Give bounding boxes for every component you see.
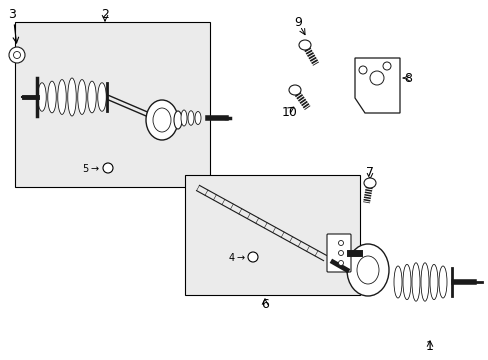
Circle shape — [338, 261, 343, 266]
Text: 9: 9 — [293, 15, 301, 28]
Ellipse shape — [153, 108, 171, 132]
Circle shape — [338, 240, 343, 246]
Ellipse shape — [429, 264, 437, 300]
Ellipse shape — [402, 264, 410, 300]
FancyBboxPatch shape — [326, 234, 350, 272]
Text: 5$\rightarrow$: 5$\rightarrow$ — [82, 162, 100, 174]
Text: 1: 1 — [425, 341, 433, 354]
Circle shape — [14, 51, 20, 58]
Bar — [15, 22, 209, 187]
Circle shape — [358, 66, 366, 74]
Ellipse shape — [48, 81, 56, 113]
Circle shape — [369, 71, 383, 85]
Circle shape — [103, 163, 113, 173]
Ellipse shape — [420, 263, 428, 301]
Bar — [184, 175, 359, 295]
Ellipse shape — [187, 111, 194, 125]
Ellipse shape — [356, 256, 378, 284]
Circle shape — [9, 47, 25, 63]
Ellipse shape — [363, 178, 375, 188]
Ellipse shape — [98, 83, 106, 111]
Ellipse shape — [87, 81, 96, 113]
Text: 3: 3 — [8, 9, 16, 22]
Ellipse shape — [68, 78, 76, 116]
Text: 2: 2 — [101, 9, 109, 22]
Ellipse shape — [58, 80, 66, 114]
Circle shape — [338, 251, 343, 256]
Ellipse shape — [146, 100, 178, 140]
Ellipse shape — [288, 85, 301, 95]
Ellipse shape — [181, 110, 186, 126]
Circle shape — [247, 252, 258, 262]
Ellipse shape — [346, 244, 388, 296]
Ellipse shape — [298, 40, 310, 50]
Ellipse shape — [393, 266, 401, 298]
Circle shape — [382, 62, 390, 70]
Ellipse shape — [411, 263, 419, 301]
Text: 10: 10 — [282, 105, 297, 118]
Text: 6: 6 — [261, 298, 268, 311]
Ellipse shape — [174, 111, 182, 129]
Ellipse shape — [78, 80, 86, 114]
Ellipse shape — [195, 112, 201, 125]
Text: 7: 7 — [365, 166, 373, 179]
Ellipse shape — [38, 83, 46, 111]
Text: 4$\rightarrow$: 4$\rightarrow$ — [227, 251, 245, 263]
Text: 8: 8 — [403, 72, 411, 85]
Ellipse shape — [438, 266, 446, 298]
